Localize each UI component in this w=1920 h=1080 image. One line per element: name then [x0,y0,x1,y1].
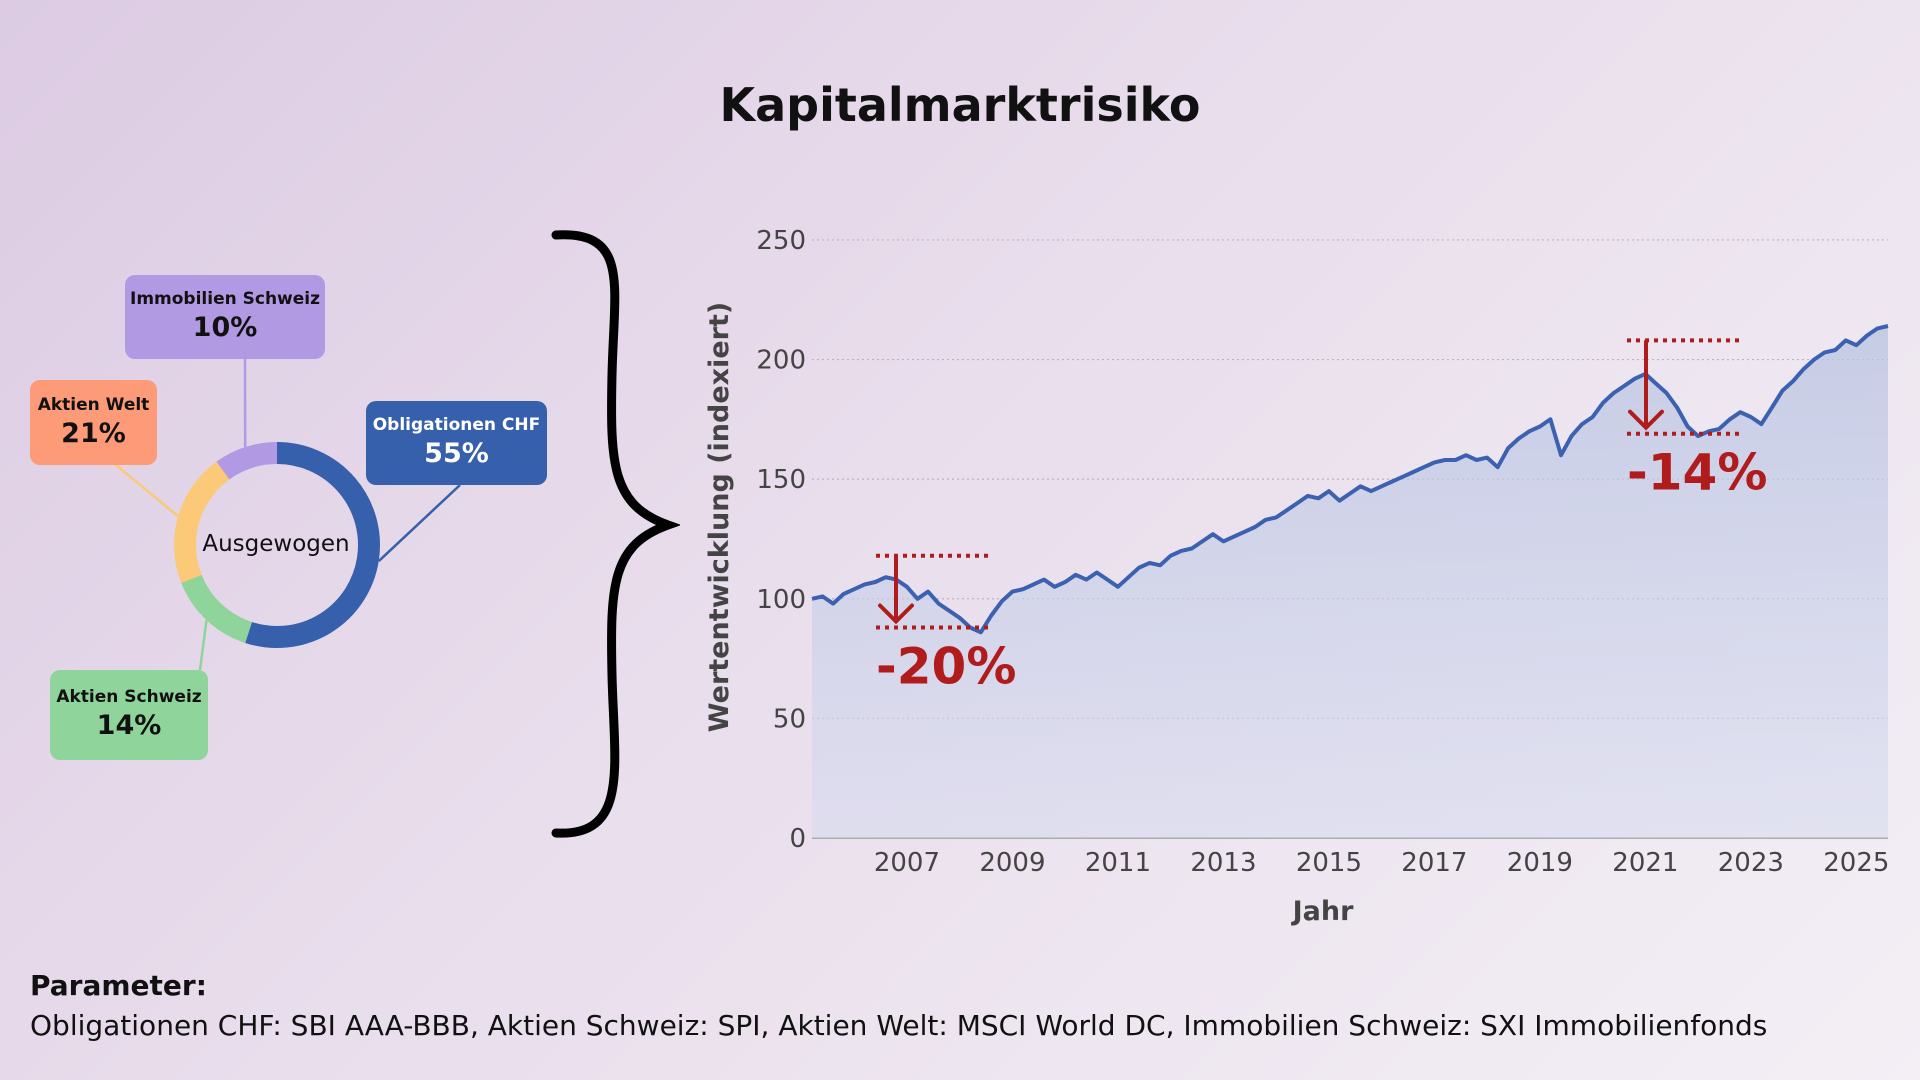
y-tick-label: 200 [756,346,806,376]
y-tick-label: 100 [756,585,806,615]
page-title: Kapitalmarktrisiko [719,78,1201,132]
drawdown-arrow-head [878,603,914,625]
label-aktien-schweiz: Aktien Schweiz 14% [50,670,208,760]
label-aktien-welt: Aktien Welt 21% [30,380,157,465]
donut-segment-aktien-welt [174,461,230,583]
donut-segment-aktien-schweiz [181,574,253,643]
y-tick-label: 150 [756,465,806,495]
curly-brace [551,230,680,838]
series-line [811,324,1889,635]
x-tick-label: 2019 [1507,848,1573,878]
x-tick-label: 2021 [1612,848,1678,878]
area-fill [812,326,1888,838]
parameters-text: Obligationen CHF: SBI AAA-BBB, Aktien Sc… [30,1009,1768,1042]
segment-name: Aktien Welt [37,394,150,415]
performance-chart: 0 50 100 150 200 250 2007 2009 2011 2013 2015 2017 2… [704,226,1889,927]
segment-percent: 14% [96,710,162,741]
x-tick-label: 2023 [1718,848,1784,878]
drawdown-label: -14% [1627,444,1767,502]
y-tick-label: 50 [773,704,806,734]
x-tick-label: 2017 [1401,848,1467,878]
x-tick-label: 2011 [1085,848,1151,878]
x-tick-label: 2007 [874,848,940,878]
parameters-title: Parameter: [30,969,207,1002]
x-axis-label: Jahr [1291,896,1354,927]
donut-center-label: Ausgewogen [202,531,350,557]
segment-name: Aktien Schweiz [56,687,202,707]
y-tick-label: 0 [789,824,806,854]
drawdown-arrow-head [1628,409,1664,431]
parameters-section: Parameter: Obligationen CHF: SBI AAA-BBB… [30,966,1890,1046]
allocation-donut [109,358,461,671]
donut-segment-immobilien-schweiz [216,442,278,480]
leader-line [198,619,208,671]
x-tick-label: 2015 [1296,848,1362,878]
x-tick-label: 2009 [979,848,1045,878]
segment-name: Obligationen CHF [372,415,541,435]
x-tick-label: 2025 [1823,848,1889,878]
leader-line [109,459,179,518]
leader-line [377,484,461,563]
x-tick-label: 2013 [1190,848,1256,878]
segment-name: Immobilien Schweiz [130,289,321,309]
label-obligationen-chf: Obligationen CHF 55% [366,401,547,485]
donut-segment-obligationen-chf [245,442,380,648]
y-axis-label: Wertentwicklung (indexiert) [704,302,735,732]
y-tick-label: 250 [756,226,806,256]
label-immobilien-schweiz: Immobilien Schweiz 10% [125,275,325,359]
segment-percent: 10% [192,312,258,343]
segment-percent: 55% [424,438,489,469]
segment-percent: 21% [61,417,126,449]
drawdown-label: -20% [876,637,1016,695]
